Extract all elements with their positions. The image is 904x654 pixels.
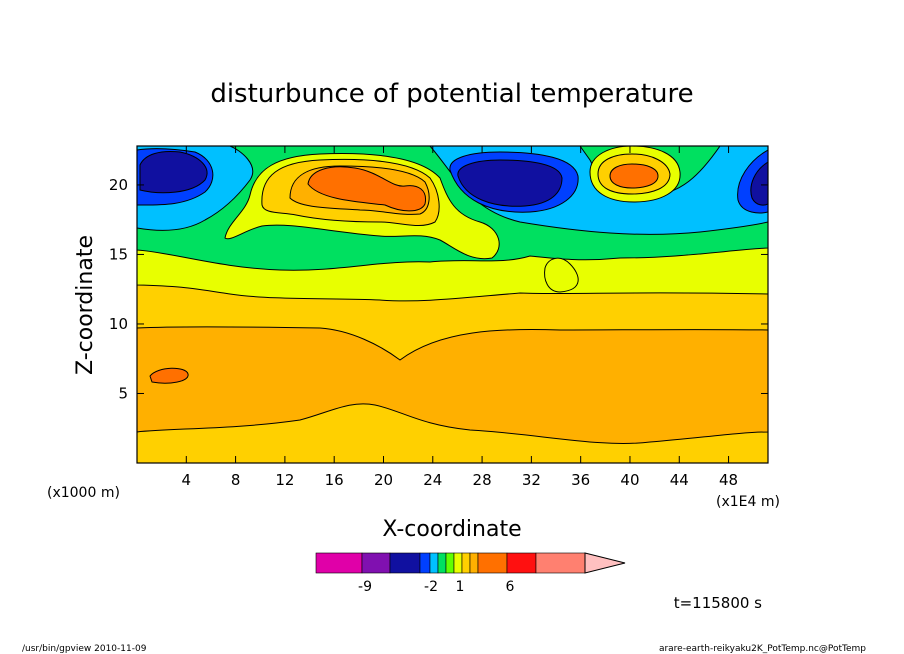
x-axis-label: X-coordinate bbox=[382, 517, 521, 542]
lower-warm-band bbox=[137, 326, 768, 444]
x-tick-label: 32 bbox=[522, 471, 541, 489]
colorbar-ticks: -9 -2 1 6 bbox=[358, 579, 515, 595]
colorbar-tick-label: -2 bbox=[424, 579, 438, 595]
colorbar-swatch bbox=[461, 552, 471, 574]
colorbar-tick-label: 6 bbox=[506, 579, 515, 595]
y-tick-label: 15 bbox=[109, 245, 128, 263]
yellow-bump bbox=[544, 257, 579, 293]
colorbar-arrow bbox=[584, 552, 626, 574]
footer-right: arare-earth-reikyaku2K_PotTemp.nc@PotTem… bbox=[659, 644, 866, 654]
y-tick-group: 5 10 15 20 bbox=[109, 176, 768, 402]
colorbar-tick-label: 1 bbox=[456, 579, 465, 595]
x-unit-left: (x1000 m) bbox=[47, 485, 120, 501]
warm-bubble-right-core bbox=[609, 163, 659, 189]
x-tick-label: 36 bbox=[571, 471, 590, 489]
navy-core-left bbox=[139, 151, 208, 194]
navy-core-right bbox=[750, 161, 768, 206]
colorbar-swatch bbox=[506, 552, 537, 574]
x-tick-label: 44 bbox=[670, 471, 689, 489]
colorbar bbox=[315, 552, 626, 574]
x-tick-label: 4 bbox=[182, 471, 192, 489]
colorbar-swatch bbox=[437, 552, 447, 574]
plot-area bbox=[137, 146, 768, 463]
colorbar-swatch bbox=[453, 552, 463, 574]
y-axis-label: Z-coordinate bbox=[73, 235, 98, 375]
x-tick-label: 8 bbox=[231, 471, 241, 489]
x-tick-label: 24 bbox=[423, 471, 442, 489]
colorbar-swatch bbox=[389, 552, 421, 574]
y-tick-label: 10 bbox=[109, 315, 128, 333]
x-tick-label: 16 bbox=[325, 471, 344, 489]
x-unit-right: (x1E4 m) bbox=[716, 494, 780, 510]
colorbar-tick-label: -9 bbox=[358, 579, 372, 595]
time-label: t=115800 s bbox=[674, 594, 762, 612]
colorbar-swatch bbox=[535, 552, 586, 574]
x-tick-group: 4 8 12 16 20 24 28 32 36 40 44 48 bbox=[182, 146, 738, 489]
colorbar-swatch bbox=[419, 552, 431, 574]
colorbar-swatch bbox=[361, 552, 391, 574]
navy-core-mid bbox=[457, 159, 563, 207]
footer-left: /usr/bin/gpview 2010-11-09 bbox=[22, 644, 147, 654]
chart-title: disturbunce of potential temperature bbox=[210, 79, 693, 109]
colorbar-swatch bbox=[429, 552, 439, 574]
x-tick-label: 20 bbox=[374, 471, 393, 489]
hot-blob bbox=[307, 166, 427, 212]
plot-frame bbox=[136, 145, 769, 464]
x-tick-label: 40 bbox=[620, 471, 639, 489]
colorbar-swatch bbox=[315, 552, 363, 574]
y-tick-label: 5 bbox=[118, 384, 128, 402]
colorbar-swatch bbox=[445, 552, 455, 574]
x-tick-label: 12 bbox=[275, 471, 294, 489]
hot-spot bbox=[149, 367, 189, 384]
y-tick-label: 20 bbox=[109, 176, 128, 194]
x-tick-label: 28 bbox=[473, 471, 492, 489]
colorbar-swatch bbox=[469, 552, 479, 574]
x-tick-label: 48 bbox=[719, 471, 738, 489]
colorbar-swatch bbox=[477, 552, 508, 574]
